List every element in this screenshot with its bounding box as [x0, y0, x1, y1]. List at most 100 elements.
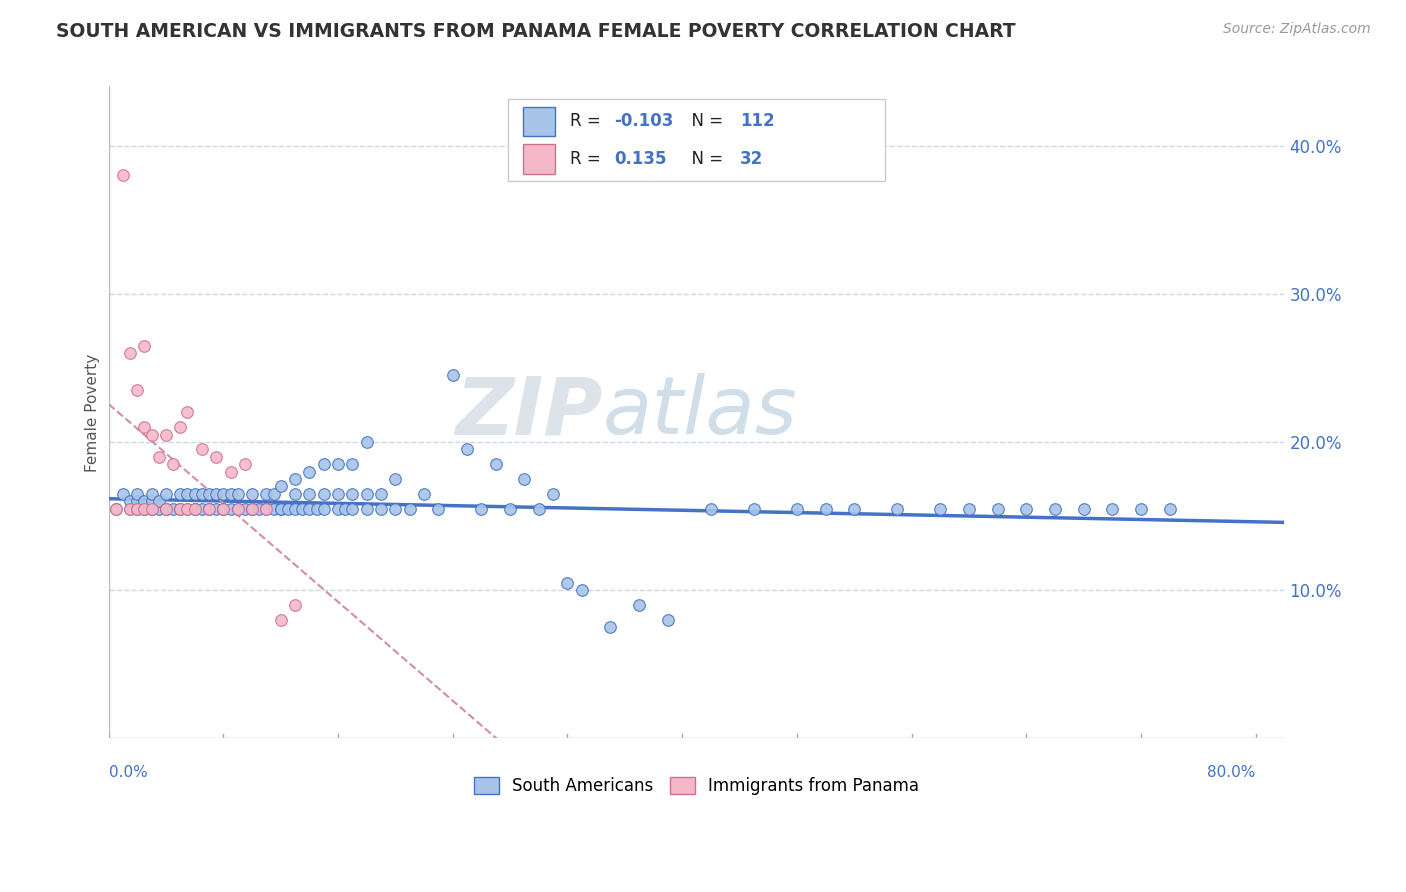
Point	[326, 501, 349, 516]
Point	[205, 487, 228, 501]
Point	[742, 501, 765, 516]
Point	[786, 501, 808, 516]
Point	[284, 598, 307, 612]
Point	[134, 420, 156, 434]
Point	[277, 501, 299, 516]
Point	[127, 501, 149, 516]
Point	[233, 457, 256, 471]
Point	[312, 501, 335, 516]
Text: 112: 112	[740, 112, 775, 130]
Point	[134, 501, 156, 516]
Point	[205, 501, 228, 516]
Point	[470, 501, 492, 516]
Point	[247, 501, 270, 516]
Point	[169, 501, 191, 516]
Text: 0.135: 0.135	[614, 150, 666, 168]
Point	[226, 501, 249, 516]
Point	[233, 501, 256, 516]
Point	[427, 501, 450, 516]
Point	[356, 501, 378, 516]
Point	[335, 501, 357, 516]
Point	[141, 487, 163, 501]
Point	[183, 501, 205, 516]
Point	[191, 442, 214, 457]
Point	[541, 487, 564, 501]
Point	[120, 346, 142, 360]
Point	[198, 487, 221, 501]
Point	[155, 501, 177, 516]
Point	[219, 487, 242, 501]
Point	[1130, 501, 1153, 516]
Point	[120, 494, 142, 508]
Point	[169, 501, 191, 516]
Point	[134, 501, 156, 516]
FancyBboxPatch shape	[523, 107, 555, 136]
Point	[298, 465, 321, 479]
Point	[111, 168, 134, 182]
Text: R =: R =	[569, 150, 610, 168]
Point	[298, 501, 321, 516]
Point	[169, 487, 191, 501]
Point	[212, 501, 235, 516]
Point	[212, 501, 235, 516]
Point	[284, 487, 307, 501]
Text: 0.0%: 0.0%	[108, 765, 148, 780]
Point	[176, 405, 198, 419]
Point	[326, 457, 349, 471]
Point	[254, 487, 277, 501]
Point	[270, 613, 292, 627]
Point	[176, 501, 198, 516]
Point	[212, 487, 235, 501]
Point	[127, 383, 149, 397]
Text: -0.103: -0.103	[614, 112, 673, 130]
Point	[198, 501, 221, 516]
Point	[104, 501, 127, 516]
Point	[141, 501, 163, 516]
Point	[198, 501, 221, 516]
Point	[155, 487, 177, 501]
Point	[599, 620, 621, 634]
Point	[342, 487, 364, 501]
Point	[1159, 501, 1181, 516]
Point	[886, 501, 908, 516]
Point	[148, 501, 170, 516]
Point	[326, 487, 349, 501]
Point	[134, 501, 156, 516]
Point	[312, 487, 335, 501]
Point	[155, 501, 177, 516]
Point	[169, 420, 191, 434]
Point	[270, 501, 292, 516]
Point	[141, 501, 163, 516]
Point	[1101, 501, 1123, 516]
Point	[219, 501, 242, 516]
Point	[291, 501, 314, 516]
Point	[191, 501, 214, 516]
Point	[384, 472, 406, 486]
Point	[141, 494, 163, 508]
Text: atlas: atlas	[602, 374, 797, 451]
Point	[384, 501, 406, 516]
FancyBboxPatch shape	[523, 145, 555, 174]
Y-axis label: Female Poverty: Female Poverty	[86, 353, 100, 472]
Point	[240, 487, 263, 501]
Point	[104, 501, 127, 516]
Point	[176, 501, 198, 516]
Text: N =: N =	[682, 150, 728, 168]
Point	[120, 501, 142, 516]
Point	[183, 501, 205, 516]
Point	[111, 487, 134, 501]
Point	[356, 435, 378, 450]
Point	[628, 598, 651, 612]
Point	[219, 465, 242, 479]
Point	[141, 427, 163, 442]
Text: Source: ZipAtlas.com: Source: ZipAtlas.com	[1223, 22, 1371, 37]
Point	[370, 487, 392, 501]
Point	[183, 501, 205, 516]
Point	[176, 487, 198, 501]
Point	[342, 457, 364, 471]
Point	[240, 501, 263, 516]
Point	[557, 575, 579, 590]
Point	[270, 479, 292, 493]
Point	[127, 487, 149, 501]
Point	[657, 613, 679, 627]
